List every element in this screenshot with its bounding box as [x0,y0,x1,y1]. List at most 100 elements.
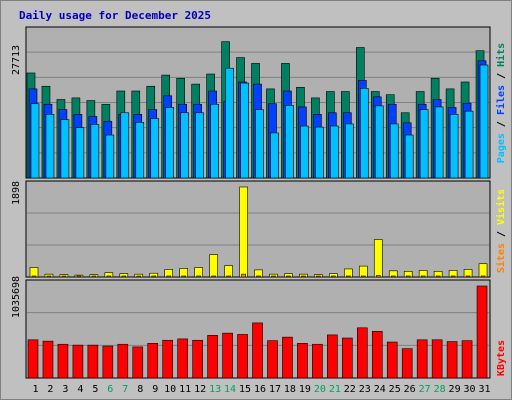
sites-bar [256,275,261,278]
legend-kbytes: KBytes [496,340,507,376]
day-label: 23 [359,384,371,395]
sites-bar [480,275,486,278]
day-label: 26 [404,384,416,395]
pages-files-hits-panel [25,26,491,179]
day-label: 12 [194,384,206,395]
kbytes-bar [132,346,144,379]
pages-bar [90,124,100,179]
kbytes-legend-text: KBytes [496,340,507,376]
sites-bar [316,275,321,278]
sites-bar [390,275,396,278]
sites-visits-panel [25,180,491,278]
kbytes-legend: KBytes [496,340,507,376]
sites-bar [286,275,291,278]
sites-bar [346,275,351,278]
day-label: 10 [164,384,176,395]
day-label: 28 [434,384,446,395]
visits-bar [358,265,368,278]
pages-bar [389,123,399,179]
visits-bar [478,263,488,278]
kbytes-bar [252,322,263,379]
sites-bar [61,275,67,278]
day-label: 19 [299,384,311,395]
pages-bar [195,112,204,179]
day-label: 29 [449,384,461,395]
sites-bar [435,275,441,278]
pages-bar [464,110,474,179]
kbytes-bar [147,343,159,379]
kbytes-bar [162,339,174,379]
kbytes-bar [446,341,458,379]
sites-bar [181,275,186,278]
day-label: 13 [209,384,221,395]
kbytes-bar [87,344,99,379]
visits-bar [209,254,218,278]
kbytes-bar [117,343,129,379]
pages-bar [315,126,324,179]
hits-y-max-label: 27713 [11,45,22,75]
visits-y-max-label: 1898 [11,181,22,205]
sites-bar [121,275,127,278]
day-label: 18 [284,384,296,395]
pages-bar [359,88,369,179]
kbytes-bar [192,339,203,379]
kbytes-bar [461,340,473,379]
visits-bar [194,267,203,278]
kbytes-bar [386,341,398,379]
kbytes-bar [312,343,323,379]
day-label: 7 [122,384,128,395]
sites-bar [360,275,366,278]
kbytes-bar [237,334,248,379]
pages-bar [419,109,429,179]
day-label: 8 [137,384,143,395]
kbytes-bar [476,285,488,379]
day-label: 24 [374,384,386,395]
sites-bar [465,275,471,278]
sites-bar [241,273,246,278]
day-label: 9 [152,384,158,395]
pages-bar [330,125,339,179]
sites-bar [331,275,336,278]
day-label: 21 [329,384,341,395]
visits-bar [224,265,233,278]
day-label: 15 [239,384,251,395]
sites-bar [226,275,231,278]
day-label: 5 [92,384,98,395]
legend-files: Files [495,85,507,115]
sites-bar [166,275,172,278]
sites-bar [450,275,456,278]
pages-bar [120,112,130,179]
pages-bar [225,67,234,179]
day-labels: 1 2 3 4 5 6 7 8 9 10 11 12 13 14 15 16 17 18 19 20 21 22 23 24 2… [32,384,490,395]
sites-bar [76,275,82,278]
pages-bar [150,118,160,179]
day-label: 2 [47,384,53,395]
sites-bar [46,275,52,278]
pages-files-hits-legend: Pages / Files / Hits [495,43,507,163]
pages-bar [449,114,459,179]
pages-bar [285,105,294,179]
kbytes-bar [267,340,278,379]
kbytes-bar [57,343,69,379]
pages-bar [345,123,354,179]
kbytes-y-max-label: 1035698 [11,276,22,318]
day-label: 11 [179,384,191,395]
day-label: 1 [32,384,38,395]
pages-bar [479,64,489,179]
sites-bar [31,275,37,278]
day-label: 20 [314,384,326,395]
day-label: 25 [389,384,401,395]
day-label: 31 [478,384,490,395]
visits-plot-area [25,180,491,278]
kbytes-bar [297,343,308,379]
kbytes-bar [401,348,413,379]
kbytes-bar [327,334,338,379]
pages-bar [404,134,414,179]
kbytes-bar [102,345,114,379]
pages-bar [210,103,219,179]
visits-bar [29,267,39,278]
pages-bar [135,122,145,179]
pages-bar [105,134,115,179]
pages-bar [300,125,309,179]
